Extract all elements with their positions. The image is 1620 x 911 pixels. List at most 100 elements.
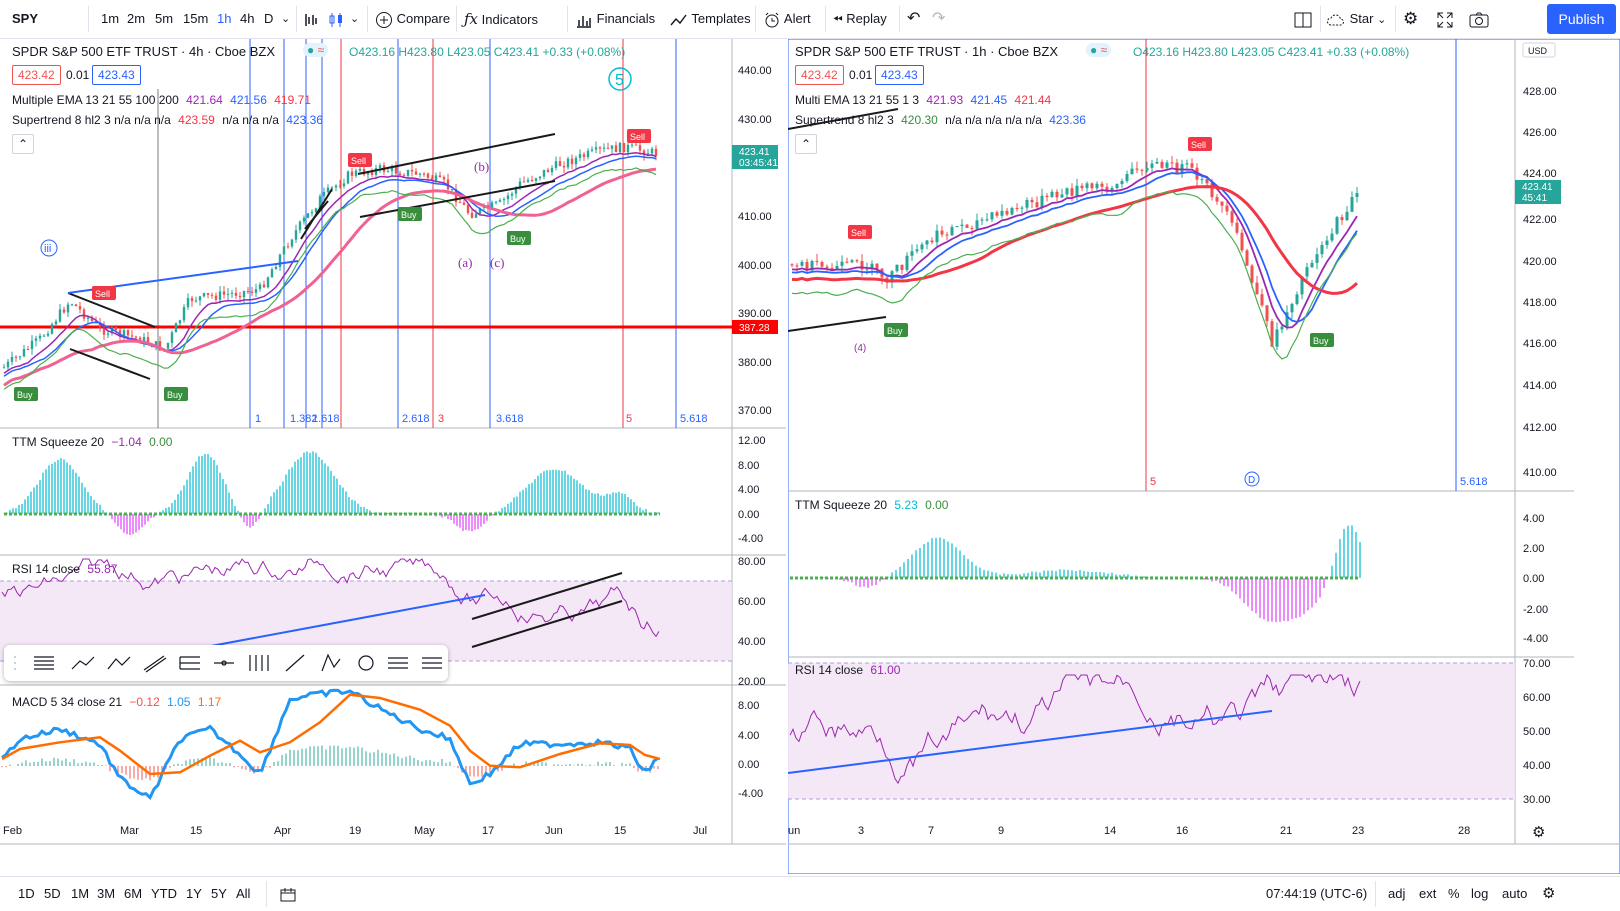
right-rsi-legend[interactable]: RSI 14 close 61.00 <box>795 663 901 677</box>
rsi-axis[interactable]: 80.00 60.00 40.00 20.00 <box>738 556 766 688</box>
svg-text:428.00: 428.00 <box>1523 86 1557 98</box>
interval-1h[interactable]: 1h <box>217 11 232 26</box>
fib-circle-tool-icon <box>358 655 374 671</box>
range-all[interactable]: All <box>236 886 251 901</box>
interval-15m[interactable]: 15m <box>183 11 209 26</box>
right-rsi-axis[interactable]: 70.00 60.00 50.00 40.00 30.00 <box>1523 658 1551 806</box>
rsi-trend-line[interactable] <box>194 594 486 650</box>
interval-d[interactable]: D <box>264 11 274 26</box>
left-chart-title[interactable]: SPDR S&P 500 ETF TRUST · 4h · Cboe BZX <box>12 44 275 59</box>
right-supertrend-legend[interactable]: Supertrend 8 hl2 3 420.30 n/a n/a n/a n/… <box>795 113 1086 127</box>
candle-body <box>995 212 999 216</box>
auto-toggle[interactable]: auto <box>1502 886 1528 901</box>
indicators-button[interactable]: ƒx Indicators <box>464 0 538 38</box>
left-session-toggle-icon[interactable]: ● ≈ <box>303 43 329 57</box>
squeeze-axis[interactable]: 12.00 8.00 4.00 0.00 -4.00 <box>738 435 766 545</box>
financials-button[interactable]: Financials <box>575 0 655 38</box>
candle-body <box>210 294 214 296</box>
chart-settings-gear-icon[interactable]: ⚙ <box>1532 823 1545 841</box>
interval-5m[interactable]: 5m <box>155 11 174 26</box>
layout-select-icon[interactable] <box>1294 0 1312 38</box>
candle-body <box>306 213 310 218</box>
alert-button[interactable]: Alert <box>763 0 811 38</box>
chart-type-candles-icon[interactable] <box>328 0 346 38</box>
candle-body <box>965 224 969 228</box>
interval-dropdown-chevron-icon[interactable]: ⌄ <box>281 13 291 25</box>
chart-type-bars-icon[interactable] <box>303 0 319 38</box>
interval-1m[interactable]: 1m <box>101 11 120 26</box>
macd-axis[interactable]: 8.00 4.00 0.00 -4.00 <box>738 700 763 800</box>
right-time-axis[interactable]: un 3 7 9 14 16 21 23 28 <box>788 825 1470 837</box>
left-supertrend-legend[interactable]: Supertrend 8 hl2 3 n/a n/a n/a 423.59 n/… <box>12 113 323 127</box>
undo-icon[interactable]: ↶ <box>907 10 921 27</box>
range-1d[interactable]: 1D <box>18 886 35 901</box>
clock-time[interactable]: 07:44:19 (UTC-6) <box>1266 886 1368 901</box>
rsi-channel-bottom[interactable] <box>471 600 623 648</box>
fullscreen-icon[interactable] <box>1437 0 1453 38</box>
range-5y[interactable]: 5Y <box>211 886 227 901</box>
fib-time-zones-red[interactable] <box>340 39 624 428</box>
settings-gear-icon[interactable]: ⚙ <box>1403 9 1419 28</box>
compare-button[interactable]: Compare <box>375 0 450 38</box>
redo-icon[interactable]: ↷ <box>932 10 946 27</box>
right-squeeze-axis[interactable]: 4.00 2.00 0.00 -2.00 -4.00 <box>1523 513 1548 645</box>
left-ask-price[interactable]: 423.43 <box>92 65 141 85</box>
left-macd-legend[interactable]: MACD 5 34 close 21 −0.12 1.05 1.17 <box>12 695 222 709</box>
interval-2m[interactable]: 2m <box>127 11 146 26</box>
candle-body <box>590 149 594 151</box>
goto-date-icon[interactable] <box>280 877 296 911</box>
replay-button[interactable]: ⏪︎ Replay <box>833 0 887 38</box>
templates-button[interactable]: Templates <box>670 0 751 38</box>
svg-text:420.00: 420.00 <box>1523 256 1557 268</box>
range-6m[interactable]: 6M <box>124 886 143 901</box>
range-5d[interactable]: 5D <box>44 886 61 901</box>
trend-lines[interactable] <box>67 133 556 380</box>
divider <box>88 6 89 32</box>
range-ytd[interactable]: YTD <box>151 886 177 901</box>
right-rsi-trend-line[interactable] <box>788 710 1273 774</box>
collapse-legend-chevron-icon[interactable]: ⌃ <box>12 134 34 154</box>
candle-body <box>278 254 282 267</box>
right-bid-price[interactable]: 423.42 <box>795 65 844 85</box>
log-toggle[interactable]: log <box>1471 886 1489 901</box>
ext-toggle[interactable]: ext <box>1419 886 1437 901</box>
trend-line[interactable] <box>788 316 887 332</box>
right-countdown: 45:41 <box>1522 193 1547 204</box>
right-chart-canvas[interactable]: 5 5.618 D (4) Sell Sell Buy Buy USD 428.… <box>788 39 1620 874</box>
left-chart-canvas[interactable]: 1 1.382 1.618 2.618 3 3.618 5 5.618 5 ii… <box>0 39 786 874</box>
left-price-axis[interactable]: 440.00 430.00 410.00 400.00 390.00 380.0… <box>738 65 772 417</box>
chart-type-chevron-icon[interactable]: ⌄ <box>350 13 360 25</box>
left-bid-price[interactable]: 423.42 <box>12 65 61 85</box>
svg-text:1: 1 <box>255 413 261 425</box>
adj-toggle[interactable]: adj <box>1388 886 1406 901</box>
percent-toggle[interactable]: % <box>1448 886 1460 901</box>
rsi-channel-top[interactable] <box>471 572 623 620</box>
candle-body <box>490 202 494 209</box>
left-rsi-legend[interactable]: RSI 14 close 55.87 <box>12 562 118 576</box>
fib-time-zones[interactable] <box>249 39 677 428</box>
publish-button[interactable]: Publish <box>1547 4 1616 34</box>
range-1y[interactable]: 1Y <box>186 886 202 901</box>
right-ask-price[interactable]: 423.43 <box>875 65 924 85</box>
range-1m[interactable]: 1M <box>71 886 90 901</box>
star-button[interactable]: Star ⌄ <box>1326 0 1386 38</box>
right-chart-title[interactable]: SPDR S&P 500 ETF TRUST · 1h · Cboe BZX <box>795 44 1058 59</box>
candle-body <box>82 309 86 319</box>
left-ema-legend[interactable]: Multiple EMA 13 21 55 100 200 421.64 421… <box>12 93 311 107</box>
candle-body <box>905 255 909 270</box>
left-squeeze-legend[interactable]: TTM Squeeze 20 −1.04 0.00 <box>12 435 173 449</box>
interval-4h[interactable]: 4h <box>240 11 255 26</box>
trend-line[interactable] <box>788 108 899 130</box>
drawing-tools[interactable] <box>4 645 448 681</box>
symbol-search[interactable]: SPY <box>12 11 39 26</box>
right-collapse-legend-chevron-icon[interactable]: ⌃ <box>795 134 817 154</box>
bottom-toolbar: 1D 5D 1M 3M 6M YTD 1Y 5Y All 07:44:19 (U… <box>0 876 1620 911</box>
right-session-toggle-icon[interactable]: ● ≈ <box>1086 43 1112 57</box>
right-price-axis[interactable]: 428.00 426.00 424.00 422.00 420.00 418.0… <box>1523 86 1557 479</box>
bottom-settings-gear-icon[interactable]: ⚙ <box>1542 885 1556 902</box>
right-squeeze-legend[interactable]: TTM Squeeze 20 5.23 0.00 <box>795 498 949 512</box>
right-ema-legend[interactable]: Multi EMA 13 21 55 1 3 421.93 421.45 421… <box>795 93 1052 107</box>
snapshot-camera-icon[interactable] <box>1469 0 1489 38</box>
range-3m[interactable]: 3M <box>97 886 116 901</box>
left-time-axis[interactable]: Feb Mar 15 Apr 19 May 17 Jun 15 Jul <box>3 825 707 837</box>
